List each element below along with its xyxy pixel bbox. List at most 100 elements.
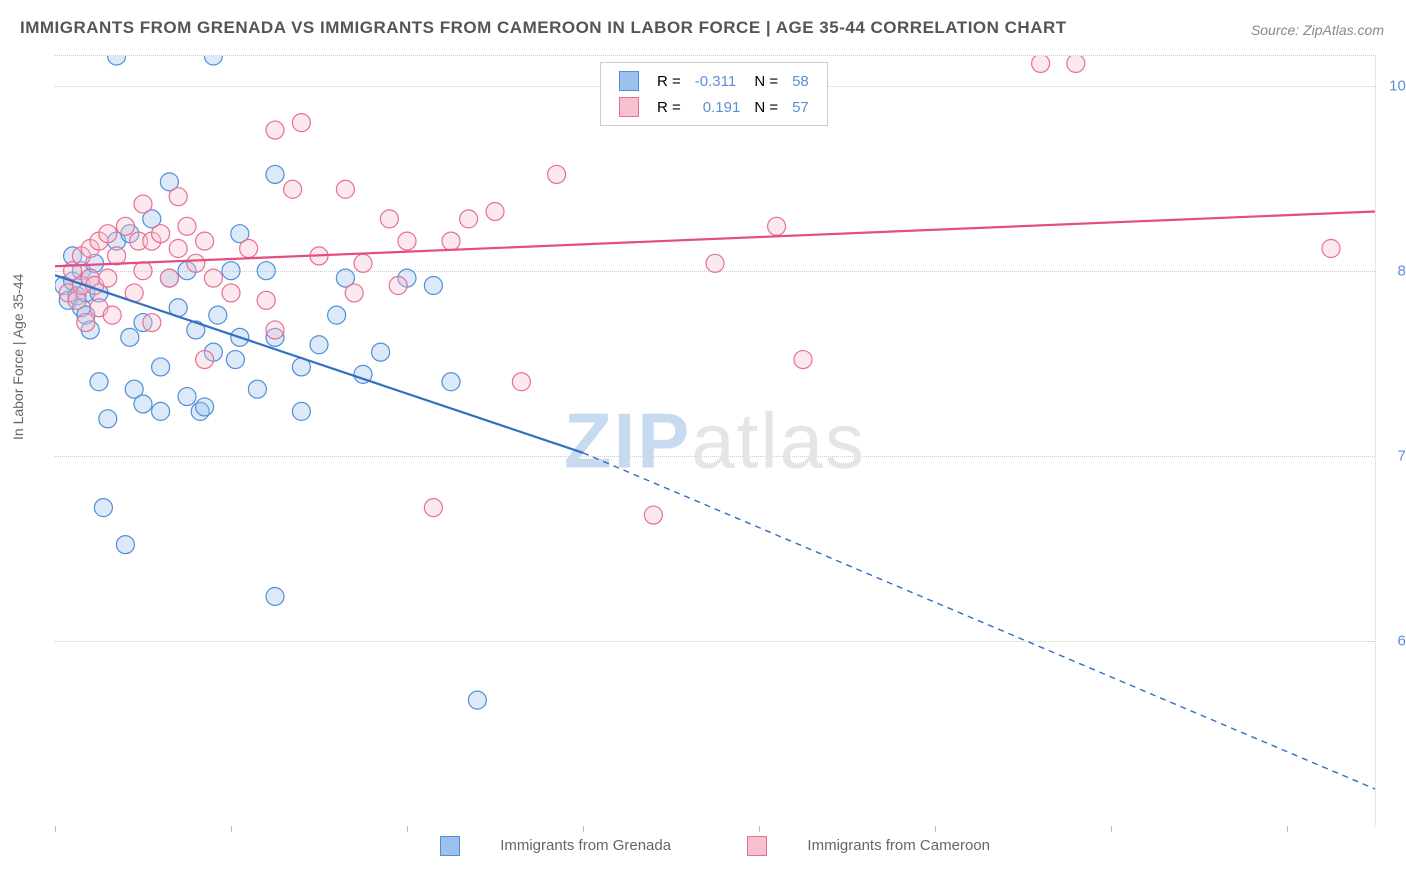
source-attribution: Source: ZipAtlas.com bbox=[1251, 22, 1384, 38]
data-point bbox=[292, 402, 310, 420]
data-point bbox=[1032, 56, 1050, 72]
data-point bbox=[328, 306, 346, 324]
x-tick-mark bbox=[583, 826, 584, 832]
data-point bbox=[512, 373, 530, 391]
y-tick-label: 62.5% bbox=[1397, 632, 1406, 649]
x-tick-mark bbox=[231, 826, 232, 832]
data-point bbox=[103, 306, 121, 324]
data-point bbox=[209, 306, 227, 324]
data-point bbox=[794, 351, 812, 369]
data-point bbox=[134, 195, 152, 213]
y-tick-label: 100.0% bbox=[1389, 77, 1406, 94]
n-label: N = bbox=[754, 99, 778, 116]
data-point bbox=[152, 402, 170, 420]
data-point bbox=[548, 165, 566, 183]
data-point bbox=[187, 254, 205, 272]
x-tick-mark bbox=[935, 826, 936, 832]
data-point bbox=[143, 314, 161, 332]
data-point bbox=[134, 395, 152, 413]
data-point bbox=[284, 180, 302, 198]
data-point bbox=[222, 284, 240, 302]
data-point bbox=[240, 240, 258, 258]
legend-item-cameroon: Immigrants from Cameroon bbox=[729, 837, 1008, 854]
data-point bbox=[222, 262, 240, 280]
y-tick-label: 87.5% bbox=[1397, 262, 1406, 279]
data-point bbox=[204, 56, 222, 65]
data-point bbox=[468, 691, 486, 709]
data-point bbox=[248, 380, 266, 398]
legend-label-grenada: Immigrants from Grenada bbox=[500, 837, 671, 854]
data-point bbox=[257, 262, 275, 280]
data-point bbox=[108, 56, 126, 65]
data-point bbox=[226, 351, 244, 369]
data-point bbox=[169, 240, 187, 258]
data-point bbox=[266, 321, 284, 339]
data-point bbox=[196, 351, 214, 369]
n-label: N = bbox=[754, 73, 778, 90]
swatch-cameroon bbox=[619, 97, 639, 117]
data-point bbox=[266, 165, 284, 183]
legend-item-grenada: Immigrants from Grenada bbox=[422, 837, 693, 854]
legend-label-cameroon: Immigrants from Cameroon bbox=[807, 837, 990, 854]
data-point bbox=[266, 587, 284, 605]
legend-row-cameroon: R = 0.191 N = 57 bbox=[613, 95, 815, 119]
data-point bbox=[372, 343, 390, 361]
trend-line-extrapolated bbox=[583, 453, 1375, 789]
data-point bbox=[77, 314, 95, 332]
data-point bbox=[196, 398, 214, 416]
correlation-legend: R = -0.311 N = 58 R = 0.191 N = 57 bbox=[600, 62, 828, 126]
data-point bbox=[94, 499, 112, 517]
series-legend: Immigrants from Grenada Immigrants from … bbox=[55, 836, 1375, 856]
data-point bbox=[266, 121, 284, 139]
data-point bbox=[152, 225, 170, 243]
data-point bbox=[424, 277, 442, 295]
data-point bbox=[108, 247, 126, 265]
data-point bbox=[99, 225, 117, 243]
data-point bbox=[310, 336, 328, 354]
data-point bbox=[1322, 240, 1340, 258]
data-point bbox=[424, 499, 442, 517]
swatch-grenada bbox=[619, 71, 639, 91]
data-point bbox=[706, 254, 724, 272]
data-point bbox=[486, 202, 504, 220]
data-point bbox=[121, 328, 139, 346]
data-point bbox=[169, 188, 187, 206]
data-point bbox=[345, 284, 363, 302]
x-tick-mark bbox=[1287, 826, 1288, 832]
data-point bbox=[196, 232, 214, 250]
r-label: R = bbox=[657, 99, 681, 116]
r-value-grenada: -0.311 bbox=[689, 69, 747, 93]
x-tick-mark bbox=[759, 826, 760, 832]
data-point bbox=[152, 358, 170, 376]
legend-row-grenada: R = -0.311 N = 58 bbox=[613, 69, 815, 93]
x-tick-mark bbox=[55, 826, 56, 832]
n-value-cameroon: 57 bbox=[786, 95, 815, 119]
data-point bbox=[442, 373, 460, 391]
data-point bbox=[292, 114, 310, 132]
data-point bbox=[380, 210, 398, 228]
data-point bbox=[398, 232, 416, 250]
x-tick-mark bbox=[1111, 826, 1112, 832]
data-point bbox=[116, 217, 134, 235]
y-axis-label: In Labor Force | Age 35-44 bbox=[10, 274, 26, 440]
r-label: R = bbox=[657, 73, 681, 90]
data-point bbox=[442, 232, 460, 250]
data-point bbox=[99, 410, 117, 428]
data-point bbox=[768, 217, 786, 235]
data-point bbox=[178, 388, 196, 406]
data-point bbox=[178, 217, 196, 235]
r-value-cameroon: 0.191 bbox=[689, 95, 747, 119]
data-point bbox=[1067, 56, 1085, 72]
x-tick-mark bbox=[407, 826, 408, 832]
scatter-svg bbox=[55, 56, 1375, 826]
data-point bbox=[257, 291, 275, 309]
data-point bbox=[354, 254, 372, 272]
n-value-grenada: 58 bbox=[786, 69, 815, 93]
swatch-cameroon-icon bbox=[747, 836, 767, 856]
swatch-grenada-icon bbox=[440, 836, 460, 856]
chart-title: IMMIGRANTS FROM GRENADA VS IMMIGRANTS FR… bbox=[20, 18, 1067, 38]
trend-line bbox=[55, 275, 583, 453]
data-point bbox=[644, 506, 662, 524]
data-point bbox=[460, 210, 478, 228]
data-point bbox=[336, 180, 354, 198]
